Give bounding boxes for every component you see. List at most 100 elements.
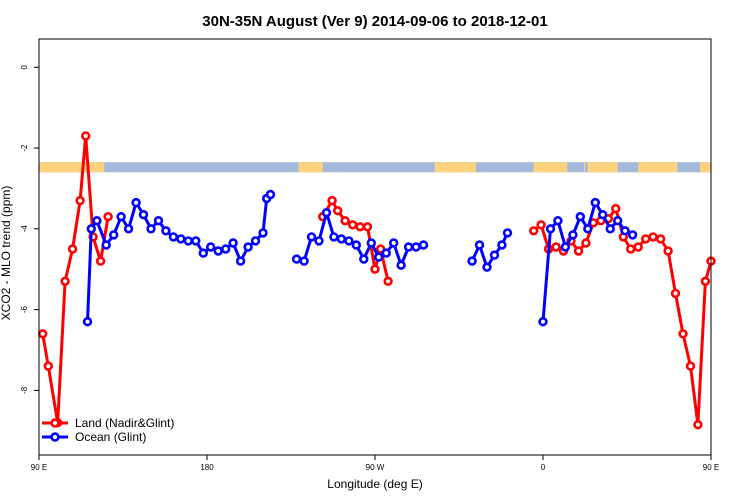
legend-item: Land (Nadir&Glint) bbox=[42, 416, 174, 430]
y-tick-label: -6 bbox=[20, 306, 29, 314]
data-point bbox=[60, 276, 70, 286]
data-point bbox=[627, 230, 638, 240]
data-point bbox=[101, 240, 111, 250]
band-land bbox=[533, 162, 568, 173]
data-point bbox=[538, 317, 548, 327]
data-point bbox=[700, 276, 711, 286]
data-point bbox=[168, 232, 179, 242]
band-ocean bbox=[39, 162, 711, 173]
data-point bbox=[362, 222, 373, 232]
data-point bbox=[258, 228, 268, 238]
data-point bbox=[291, 254, 302, 264]
data-point bbox=[86, 224, 97, 234]
data-point bbox=[183, 236, 194, 246]
data-point bbox=[213, 246, 223, 256]
data-point bbox=[640, 234, 651, 244]
data-point bbox=[95, 256, 106, 266]
data-point bbox=[633, 242, 643, 252]
y-axis-label: XCO2 - MLO trend (ppm) bbox=[0, 186, 13, 321]
y-tick-label: -8 bbox=[20, 386, 29, 394]
data-point bbox=[265, 189, 276, 200]
data-point bbox=[597, 210, 608, 220]
data-point bbox=[82, 317, 93, 327]
data-point bbox=[396, 260, 406, 270]
legend-swatch-marker bbox=[50, 432, 60, 442]
data-point bbox=[314, 236, 324, 246]
band-land bbox=[699, 162, 711, 173]
data-point bbox=[583, 224, 593, 234]
data-point bbox=[333, 206, 343, 216]
chart-title: 30N-35N August (Ver 9) 2014-09-06 to 201… bbox=[202, 13, 547, 30]
data-point bbox=[551, 242, 561, 252]
data-point bbox=[418, 240, 429, 250]
data-point bbox=[206, 242, 216, 252]
series-line bbox=[41, 134, 110, 425]
data-point bbox=[502, 228, 513, 238]
data-point bbox=[611, 203, 621, 214]
y-axis: 0 -2 -4 -6 -8 bbox=[20, 64, 39, 394]
data-point bbox=[411, 242, 421, 252]
data-point bbox=[67, 244, 78, 254]
series-land bbox=[37, 131, 716, 430]
series-line bbox=[470, 232, 509, 269]
y-tick-label: -2 bbox=[20, 144, 29, 152]
data-point bbox=[221, 244, 231, 254]
data-point bbox=[250, 236, 261, 246]
data-point bbox=[351, 240, 361, 250]
data-point bbox=[685, 361, 696, 371]
data-point bbox=[235, 256, 246, 266]
data-point bbox=[336, 234, 347, 244]
data-point bbox=[383, 276, 393, 286]
data-point bbox=[605, 224, 615, 234]
legend-label: Ocean (Glint) bbox=[75, 430, 146, 444]
data-point bbox=[306, 232, 317, 242]
data-point bbox=[344, 236, 354, 246]
data-point bbox=[359, 254, 369, 264]
series-ocean bbox=[82, 189, 638, 327]
x-axis: 90 E 180 90 W 0 90 E bbox=[31, 455, 719, 472]
band-land bbox=[587, 162, 618, 173]
data-point bbox=[43, 361, 53, 371]
data-point bbox=[176, 234, 186, 244]
data-point bbox=[612, 216, 623, 226]
data-point bbox=[191, 236, 201, 246]
data-point bbox=[489, 250, 500, 260]
data-point bbox=[575, 212, 585, 222]
data-point bbox=[75, 195, 85, 206]
data-point bbox=[560, 242, 571, 252]
band-land bbox=[434, 162, 476, 173]
data-point bbox=[131, 197, 141, 208]
data-point bbox=[228, 238, 238, 248]
y-tick-label: 0 bbox=[20, 64, 29, 69]
data-point bbox=[670, 288, 681, 299]
data-point bbox=[198, 248, 209, 258]
data-point bbox=[482, 262, 492, 272]
data-point bbox=[299, 256, 309, 266]
data-point bbox=[545, 224, 556, 234]
land-ocean-band bbox=[39, 162, 711, 173]
data-point bbox=[553, 216, 563, 226]
legend-item: Ocean (Glint) bbox=[42, 430, 146, 444]
x-axis-label: Longitude (deg E) bbox=[327, 477, 422, 491]
data-point bbox=[108, 230, 119, 240]
data-point bbox=[243, 242, 253, 252]
legend-label: Land (Nadir&Glint) bbox=[75, 416, 174, 430]
legend-swatch-marker bbox=[50, 418, 60, 428]
data-point bbox=[497, 240, 507, 250]
data-point bbox=[103, 212, 113, 222]
data-point bbox=[381, 248, 391, 258]
data-point bbox=[146, 224, 156, 234]
data-point bbox=[590, 197, 600, 208]
data-point bbox=[370, 264, 380, 274]
data-point bbox=[355, 222, 365, 232]
data-point bbox=[648, 232, 658, 242]
data-point bbox=[655, 234, 666, 244]
data-point bbox=[581, 238, 591, 248]
data-point bbox=[37, 329, 48, 339]
data-point bbox=[321, 208, 332, 218]
legend: Land (Nadir&Glint)Ocean (Glint) bbox=[42, 416, 174, 444]
data-point bbox=[138, 210, 149, 220]
data-point bbox=[528, 226, 539, 236]
data-point bbox=[620, 226, 630, 236]
data-point bbox=[347, 220, 358, 230]
